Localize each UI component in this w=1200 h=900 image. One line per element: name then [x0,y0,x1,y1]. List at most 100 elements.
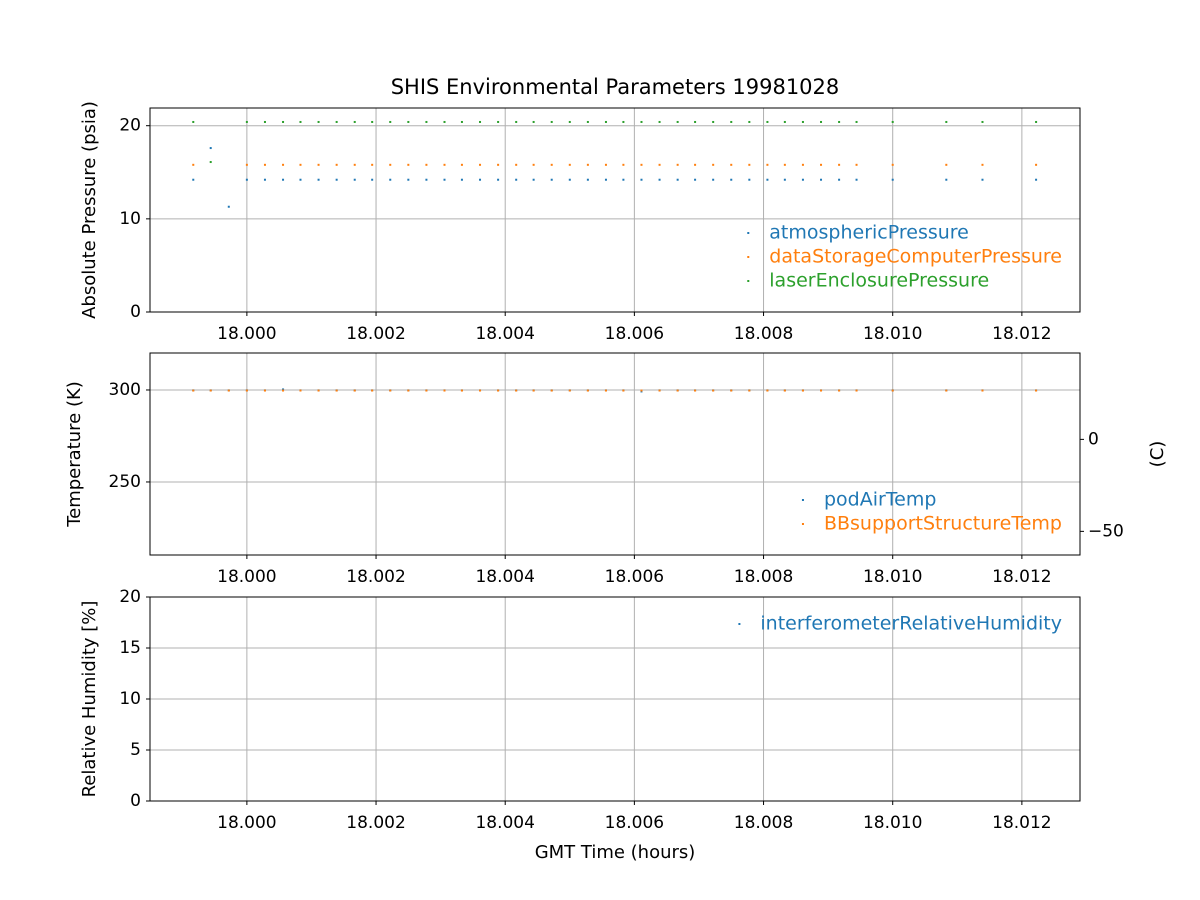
point [604,163,607,166]
point [425,120,428,123]
y-tick-label: 20 [119,587,141,607]
point [550,178,553,181]
point [622,178,625,181]
point [227,389,230,392]
point [263,163,266,166]
axes-frame [149,596,1081,802]
y2-tick-label: −50 [1088,521,1124,541]
point [263,120,266,123]
y-tick-label: 10 [119,689,141,709]
point [801,163,804,166]
point [515,120,518,123]
point [282,389,285,392]
x-tick-label: 18.012 [992,324,1051,344]
point [515,389,518,392]
point [245,389,248,392]
point [945,120,948,123]
point [335,163,338,166]
point [981,389,984,392]
point [245,163,248,166]
point [550,389,553,392]
point [532,178,535,181]
point [766,163,769,166]
point [192,120,195,123]
point [586,120,589,123]
point [568,163,571,166]
point [425,163,428,166]
legend-marker [801,499,804,501]
x-tick-label: 18.002 [346,324,405,344]
point [694,120,697,123]
point [299,389,302,392]
point [282,120,285,123]
point [299,120,302,123]
point [658,120,661,123]
point [855,178,858,181]
point [192,178,195,181]
point [460,163,463,166]
point [604,389,607,392]
y-tick-label: 0 [130,791,141,811]
axes-frame [149,107,1081,313]
legend-label: dataStorageComputerPressure [769,246,1062,268]
point [479,178,482,181]
point [389,178,392,181]
point [658,163,661,166]
point [245,120,248,123]
point [1035,178,1038,181]
point [730,389,733,392]
point [497,163,500,166]
x-tick-label: 18.006 [605,567,664,587]
point [820,178,823,181]
point [945,163,948,166]
point [443,178,446,181]
point [227,205,230,208]
point [604,178,607,181]
point [981,178,984,181]
point [730,120,733,123]
point [371,163,374,166]
point [479,389,482,392]
legend-label: atmosphericPressure [769,222,969,244]
point [891,120,894,123]
point [766,120,769,123]
point [748,178,751,181]
point [855,120,858,123]
point [586,178,589,181]
x-tick-label: 18.010 [863,324,922,344]
x-tick-label: 18.012 [992,813,1051,833]
x-tick-label: 18.010 [863,567,922,587]
x-tick-label: 18.000 [217,813,276,833]
point [353,163,356,166]
y-tick-label: 300 [109,380,141,400]
legend-label: BBsupportStructureTemp [824,513,1062,535]
x-tick-label: 18.004 [475,324,534,344]
x-tick-label: 18.008 [734,567,793,587]
point [838,163,841,166]
point [604,120,607,123]
point [263,178,266,181]
legend-marker [747,256,750,258]
point [783,163,786,166]
chart-title: SHIS Environmental Parameters 19981028 [391,75,840,99]
point [622,163,625,166]
point [515,163,518,166]
point [335,120,338,123]
point [586,389,589,392]
point [209,161,212,164]
point [317,163,320,166]
point [532,163,535,166]
point [783,389,786,392]
y-axis-label: Relative Humidity [%] [79,601,100,798]
x-tick-label: 18.002 [346,813,405,833]
point [640,389,643,392]
point [317,120,320,123]
point [838,389,841,392]
point [712,178,715,181]
point [515,178,518,181]
point [712,120,715,123]
point [263,389,266,392]
legend-label: laserEnclosurePressure [769,270,989,292]
y-tick-label: 10 [119,209,141,229]
point [443,389,446,392]
